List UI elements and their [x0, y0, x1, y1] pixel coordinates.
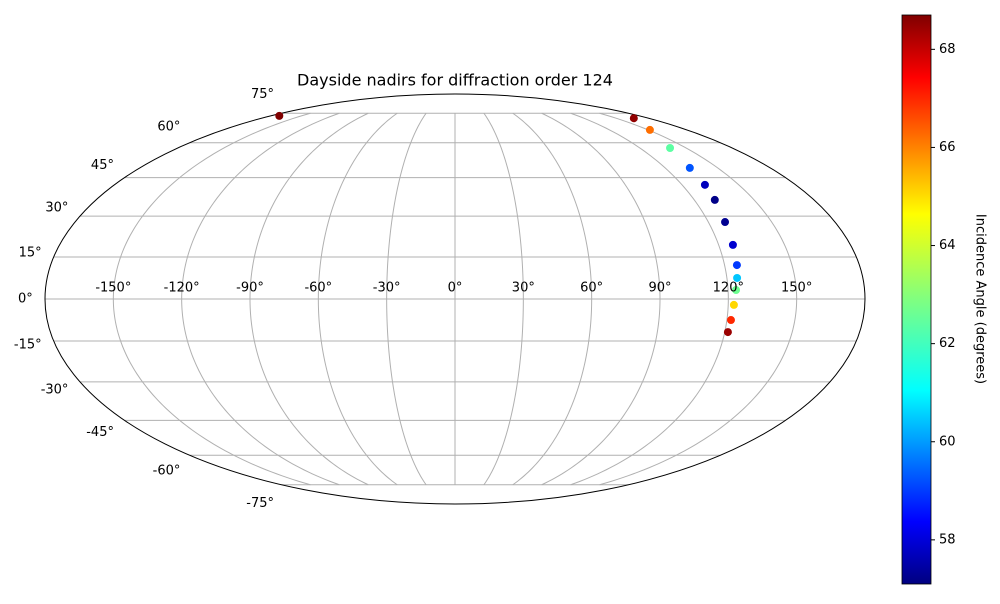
- grid-line: [386, 112, 427, 486]
- point: [726, 316, 735, 325]
- colorbar-tick-label: 66: [939, 140, 956, 155]
- chart-title: Dayside nadirs for diffraction order 124: [297, 71, 613, 90]
- y-tick-label: -45°: [86, 425, 114, 440]
- point: [729, 300, 738, 309]
- grid-line: [317, 112, 398, 486]
- colorbar: [901, 14, 932, 585]
- x-tick-label: -30°: [373, 281, 401, 296]
- point: [645, 125, 654, 134]
- point: [710, 195, 719, 204]
- colorbar-tick-label: 68: [939, 42, 956, 57]
- x-tick-label: 0°: [448, 281, 463, 296]
- x-tick-label: -90°: [236, 281, 264, 296]
- y-tick-label: 45°: [91, 158, 114, 173]
- y-tick-label: -30°: [41, 383, 69, 398]
- point: [666, 143, 675, 152]
- grid-line: [483, 112, 524, 486]
- grid-line: [112, 112, 311, 486]
- x-tick-label: -60°: [304, 281, 332, 296]
- x-tick-label: 150°: [781, 281, 812, 296]
- x-tick-label: 90°: [648, 281, 671, 296]
- x-tick-label: -150°: [95, 281, 131, 296]
- point: [733, 273, 742, 282]
- point: [721, 218, 730, 227]
- grid-line: [570, 112, 729, 486]
- grid-line: [541, 112, 661, 486]
- grid-line: [599, 112, 798, 486]
- colorbar-tick-label: 64: [939, 238, 956, 253]
- y-tick-label: 30°: [45, 200, 68, 215]
- point: [728, 240, 737, 249]
- x-tick-label: 30°: [512, 281, 535, 296]
- colorbar-tick-label: 58: [939, 532, 956, 547]
- point: [723, 328, 732, 337]
- colorbar-tick-label: 60: [939, 434, 956, 449]
- x-tick-label: -120°: [164, 281, 200, 296]
- point: [275, 111, 284, 120]
- y-tick-label: -60°: [153, 463, 181, 478]
- y-tick-label: -15°: [14, 338, 42, 353]
- grid-line: [249, 112, 369, 486]
- y-tick-label: 15°: [19, 245, 42, 260]
- grid-line: [181, 112, 340, 486]
- point: [700, 180, 709, 189]
- y-tick-label: -75°: [246, 496, 274, 511]
- colorbar-label: Incidence Angle (degrees): [973, 214, 988, 384]
- map-outline: [44, 93, 866, 505]
- x-tick-label: 120°: [713, 281, 744, 296]
- y-tick-label: 0°: [18, 292, 33, 307]
- point: [732, 261, 741, 270]
- y-tick-label: 60°: [157, 120, 180, 135]
- point: [629, 114, 638, 123]
- colorbar-tick-label: 62: [939, 336, 956, 351]
- map: [44, 93, 866, 505]
- grid-line: [512, 112, 593, 486]
- y-tick-label: 75°: [251, 87, 274, 102]
- x-tick-label: 60°: [580, 281, 603, 296]
- point: [732, 286, 741, 295]
- point: [685, 163, 694, 172]
